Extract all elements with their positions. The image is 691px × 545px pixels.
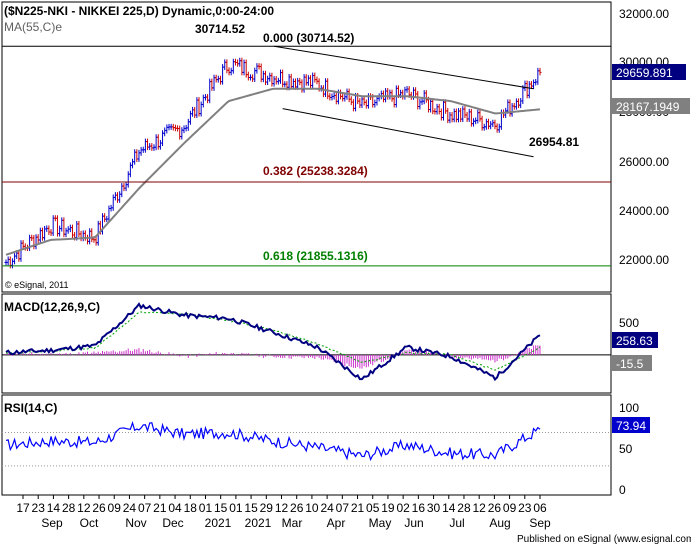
x-month-label: Oct bbox=[80, 516, 99, 530]
chart-title: ($N225-NKI - NIKKEI 225,D) Dynamic,0:00-… bbox=[4, 4, 274, 18]
x-day-label: 24 bbox=[320, 501, 334, 515]
macd-title: MACD(12,26,9,C) bbox=[4, 300, 100, 314]
x-month-label: Jun bbox=[404, 516, 423, 530]
price-tick: 24000.00 bbox=[619, 204, 669, 218]
x-day-label: 06 bbox=[533, 501, 547, 515]
x-day-label: 29 bbox=[260, 501, 274, 515]
x-day-label: 12 bbox=[275, 501, 289, 515]
x-day-label: 23 bbox=[518, 501, 532, 515]
x-day-label: 23 bbox=[32, 501, 46, 515]
trough-value-label: 26954.81 bbox=[529, 135, 579, 149]
x-day-label: 14 bbox=[47, 501, 61, 515]
macd-tick: 500 bbox=[619, 316, 639, 330]
price-tick: 32000.00 bbox=[619, 7, 669, 21]
x-month-label: 2021 bbox=[245, 516, 272, 530]
x-day-label: 18 bbox=[184, 501, 198, 515]
footer-credit: Published on eSignal (www.esignal.com) bbox=[517, 534, 691, 545]
x-month-label: 2021 bbox=[205, 516, 232, 530]
x-day-label: 07 bbox=[336, 501, 350, 515]
channel-upper bbox=[273, 45, 534, 90]
macd-panel-frame bbox=[1, 293, 612, 394]
rsi-last-tag bbox=[612, 417, 650, 433]
x-day-label: 21 bbox=[153, 501, 167, 515]
rsi-line bbox=[5, 420, 541, 462]
rsi-last-value: 73.94 bbox=[616, 419, 646, 433]
x-day-label: 30 bbox=[427, 501, 441, 515]
x-axis-days: 17 23 14 28 12 26 09 24 07 21 04 18 01 15 01 15 29 12 26 10… bbox=[16, 495, 547, 515]
x-day-label: 09 bbox=[108, 501, 122, 515]
hist-last-value: -15.5 bbox=[616, 357, 644, 371]
x-day-label: 24 bbox=[123, 501, 137, 515]
macd-signal-line bbox=[5, 311, 541, 371]
x-month-label: Sep bbox=[529, 516, 551, 530]
x-day-label: 28 bbox=[457, 501, 471, 515]
hist-last-tag bbox=[612, 355, 652, 371]
x-month-label: Sep bbox=[41, 516, 63, 530]
rsi-tick: 100 bbox=[619, 401, 639, 415]
price-last-value: 29659.891 bbox=[616, 66, 673, 80]
macd-line bbox=[5, 302, 541, 382]
rsi-tick: 0 bbox=[619, 483, 626, 497]
ma-last-tag bbox=[612, 98, 690, 114]
x-month-label: Aug bbox=[489, 516, 510, 530]
x-day-label: 15 bbox=[244, 501, 258, 515]
peak-value-label: 30714.52 bbox=[195, 22, 245, 36]
fib-618-label: 0.618 (21855.1316) bbox=[263, 249, 368, 263]
x-day-label: 01 bbox=[199, 501, 213, 515]
x-day-label: 12 bbox=[77, 501, 91, 515]
fib-382-label: 0.382 (25238.3284) bbox=[263, 164, 368, 178]
x-month-label: Dec bbox=[162, 516, 183, 530]
watermark: © eSignal, 2011 bbox=[5, 280, 69, 290]
x-day-label: 26 bbox=[290, 501, 304, 515]
ma-label: MA(55,C)e bbox=[4, 20, 62, 34]
x-day-label: 17 bbox=[16, 501, 30, 515]
macd-layer bbox=[2, 302, 611, 382]
x-day-label: 15 bbox=[214, 501, 228, 515]
ma-last-value: 28167.1949 bbox=[616, 100, 680, 114]
x-day-label: 19 bbox=[381, 501, 395, 515]
price-panel-frame bbox=[1, 1, 612, 293]
x-day-label: 10 bbox=[305, 501, 319, 515]
x-month-label: Mar bbox=[282, 516, 303, 530]
x-day-label: 28 bbox=[62, 501, 76, 515]
x-day-label: 01 bbox=[229, 501, 243, 515]
x-day-label: 02 bbox=[396, 501, 410, 515]
x-month-label: May bbox=[369, 516, 392, 530]
x-day-label: 07 bbox=[138, 501, 152, 515]
rsi-layer bbox=[2, 420, 611, 467]
x-axis-months: Sep Oct Nov Dec 2021 2021 Mar Apr May Jun Jul Aug Se… bbox=[41, 516, 551, 530]
channel-lower bbox=[282, 108, 534, 158]
x-day-label: 21 bbox=[351, 501, 365, 515]
fib-0-label: 0.000 (30714.52) bbox=[263, 31, 354, 45]
x-month-label: Nov bbox=[125, 516, 146, 530]
price-last-tag bbox=[612, 64, 686, 80]
x-day-label: 16 bbox=[412, 501, 426, 515]
price-layer bbox=[2, 45, 611, 269]
x-day-label: 14 bbox=[442, 501, 456, 515]
x-day-label: 09 bbox=[503, 501, 517, 515]
price-tick: 22000.00 bbox=[619, 253, 669, 267]
macd-last-tag bbox=[612, 332, 658, 348]
ma-line bbox=[5, 87, 541, 256]
x-day-label: 26 bbox=[488, 501, 502, 515]
x-month-label: Jul bbox=[449, 516, 464, 530]
macd-last-value: 258.63 bbox=[616, 334, 653, 348]
x-day-label: 12 bbox=[472, 501, 486, 515]
rsi-panel-frame bbox=[1, 394, 612, 496]
rsi-tick: 50 bbox=[619, 442, 633, 456]
x-day-label: 05 bbox=[366, 501, 380, 515]
rsi-title: RSI(14,C) bbox=[4, 401, 57, 415]
x-day-label: 04 bbox=[168, 501, 182, 515]
x-day-label: 26 bbox=[92, 501, 106, 515]
price-tick: 26000.00 bbox=[619, 155, 669, 169]
x-month-label: Apr bbox=[327, 516, 346, 530]
